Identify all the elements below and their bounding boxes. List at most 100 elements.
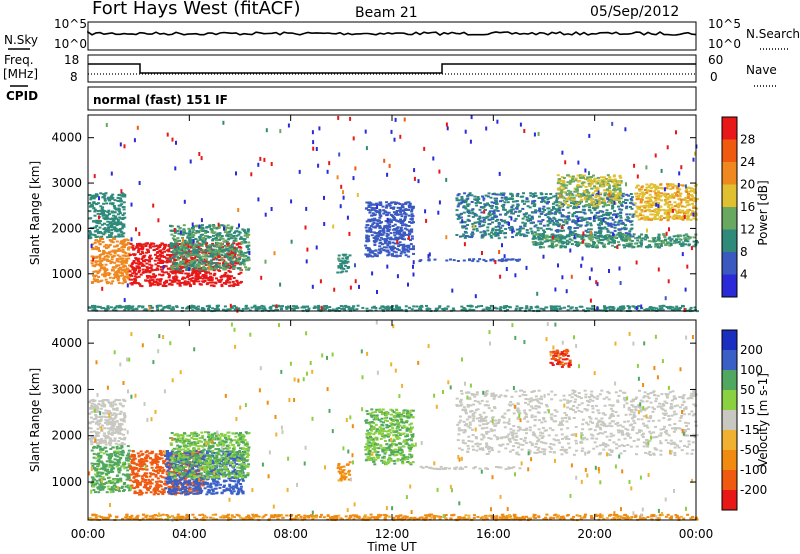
heatmap-cell (98, 257, 102, 260)
heatmap-cell (123, 193, 127, 196)
heatmap-cell (103, 267, 107, 269)
heatmap-cell (689, 306, 693, 309)
heatmap-cell (393, 213, 397, 216)
heatmap-cell (570, 198, 574, 201)
heatmap-cell (662, 239, 665, 242)
heatmap-cell (119, 242, 123, 245)
heatmap-cell (138, 247, 141, 250)
heatmap-cell (601, 235, 605, 238)
heatmap-cell (606, 184, 610, 186)
heatmap-cell (524, 200, 528, 203)
heatmap-cell (589, 198, 593, 201)
heatmap-cell (96, 305, 100, 308)
heatmap-cell (518, 258, 521, 261)
heatmap-cell (599, 230, 603, 233)
heatmap-cell (120, 269, 124, 272)
heatmap-cell (599, 232, 602, 235)
nsky-tick-high: 10^5 (54, 17, 87, 31)
heatmap-cell (396, 226, 400, 229)
heatmap-cell (526, 205, 530, 208)
heatmap-cell (233, 246, 236, 249)
heatmap-cell (525, 305, 529, 308)
heatmap-cell (397, 213, 401, 216)
heatmap-cell (149, 275, 153, 278)
heatmap-cell (644, 191, 648, 194)
heatmap-cell (233, 256, 237, 259)
heatmap-cell (213, 272, 217, 275)
heatmap-cell (579, 211, 583, 214)
heatmap-cell (92, 278, 96, 281)
heatmap-cell (654, 185, 658, 188)
heatmap-cell (132, 271, 136, 273)
heatmap-cell (187, 282, 191, 285)
heatmap-cell (208, 255, 212, 258)
heatmap-cell (345, 306, 348, 308)
heatmap-cell (406, 249, 410, 252)
heatmap-cell (384, 206, 388, 209)
heatmap-cell (141, 246, 145, 249)
heatmap-cell (487, 203, 490, 206)
heatmap-cell (175, 239, 179, 242)
heatmap-cell (128, 254, 132, 256)
heatmap-cell (153, 253, 157, 256)
heatmap-cell (186, 272, 190, 275)
heatmap-cell (559, 245, 563, 248)
heatmap-cell (618, 192, 622, 195)
heatmap-cell (629, 220, 632, 223)
heatmap-cell (104, 229, 108, 232)
heatmap-cell (182, 244, 186, 247)
heatmap-cell (119, 200, 123, 203)
heatmap-cell (692, 188, 696, 191)
heatmap-cell (179, 261, 182, 264)
heatmap-cell (230, 275, 234, 278)
heatmap-cell (521, 195, 525, 198)
nsearch-label: N.Search (746, 27, 800, 41)
heatmap-cell (574, 244, 578, 246)
heatmap-cell (187, 248, 191, 251)
heatmap-cell (121, 218, 125, 220)
heatmap-cell (566, 181, 570, 184)
heatmap-cell (121, 223, 125, 226)
heatmap-cell (171, 261, 175, 264)
heatmap-cell (576, 226, 579, 229)
heatmap-cell (654, 208, 658, 211)
heatmap-cell (104, 228, 108, 231)
heatmap-cell (645, 186, 649, 189)
heatmap-cell (170, 281, 174, 284)
heatmap-cell (187, 253, 191, 256)
heatmap-cell (585, 307, 589, 310)
heatmap-cell (501, 258, 505, 261)
heatmap-cell (387, 225, 391, 228)
heatmap-cell (174, 259, 178, 261)
heatmap-cell (229, 261, 233, 264)
heatmap-cell (488, 218, 492, 221)
heatmap-cell (209, 245, 213, 248)
heatmap-cell (174, 264, 178, 267)
heatmap-cell (203, 268, 207, 271)
heatmap-cell (92, 270, 96, 273)
heatmap-cell (211, 249, 215, 252)
heatmap-cell (661, 309, 665, 312)
heatmap-cell (460, 308, 464, 311)
heatmap-cell (582, 211, 586, 214)
heatmap-cell (365, 201, 369, 204)
heatmap-cell (144, 245, 148, 247)
heatmap-cell (490, 201, 494, 204)
heatmap-cell (479, 231, 483, 234)
heatmap-cell (533, 241, 537, 243)
heatmap-cell (204, 231, 208, 234)
heatmap-cell (89, 236, 93, 239)
heatmap-cell (634, 214, 638, 217)
heatmap-cell (145, 251, 149, 254)
heatmap-cell (124, 261, 128, 264)
heatmap-cell (550, 219, 554, 222)
heatmap-cell (102, 257, 105, 260)
heatmap-cell (113, 275, 117, 278)
heatmap-cell (110, 226, 114, 229)
heatmap-cell (101, 214, 105, 217)
heatmap-cell (379, 226, 383, 229)
heatmap-cell (188, 228, 192, 231)
heatmap-cell (173, 250, 177, 253)
heatmap-cell (109, 253, 113, 256)
heatmap-cell (122, 201, 126, 204)
